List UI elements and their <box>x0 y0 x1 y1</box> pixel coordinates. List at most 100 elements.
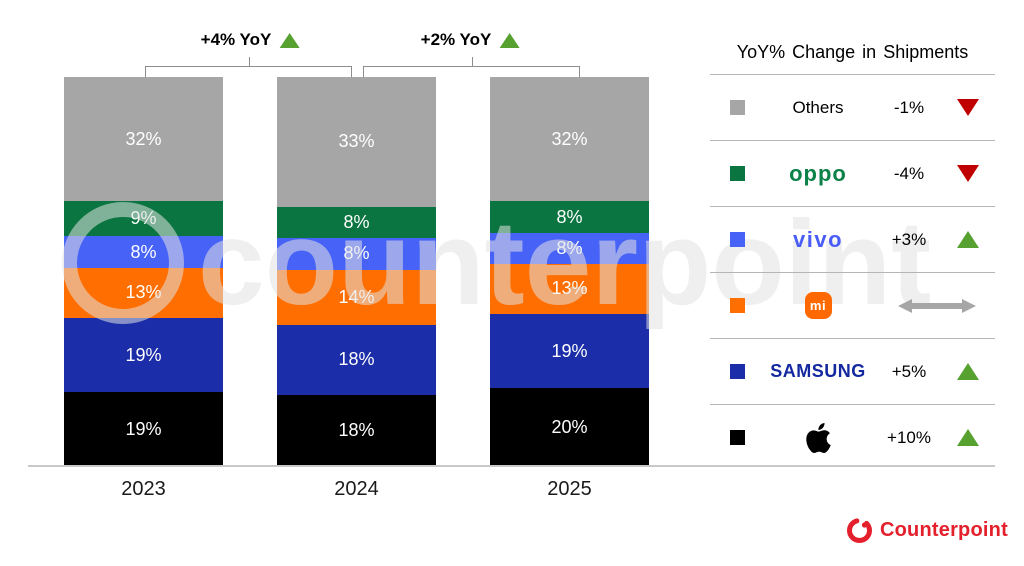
segment-value-label: 18% <box>338 349 375 370</box>
stacked-bar-2024: 33% 8% 8% 14% 18% 18% <box>277 77 436 466</box>
segment-value-label: 8% <box>130 241 157 262</box>
bar-segment-xiaomi-2023: 13% <box>64 267 223 319</box>
legend-row-vivo: vivo +3% <box>710 207 995 273</box>
segment-value-label: 8% <box>343 243 370 264</box>
up-triangle-icon <box>956 363 979 380</box>
oppo-logo: oppo <box>789 160 847 186</box>
bar-segment-samsung-2024: 18% <box>277 324 436 396</box>
legend-row-apple: +10% <box>710 405 995 470</box>
vivo-swatch <box>730 232 745 247</box>
bar-segment-others-2023: 32% <box>64 77 223 202</box>
yoy-change-value: +5% <box>891 361 927 381</box>
flat-arrow-svg <box>897 298 976 313</box>
bar-segment-vivo-2024: 8% <box>277 238 436 270</box>
yoy-bracket-2023-2024 <box>145 57 352 77</box>
bar-segment-others-2025: 32% <box>490 77 649 202</box>
segment-value-label: 20% <box>551 416 588 437</box>
vivo-logo: vivo <box>792 226 844 252</box>
legend-brand-cell: Others <box>758 98 878 118</box>
bar-segment-vivo-2023: 8% <box>64 236 223 268</box>
legend-label-others: Others <box>792 97 844 117</box>
legend-brand-cell: vivo <box>758 227 878 253</box>
segment-value-label: 13% <box>551 278 588 299</box>
yoy-annotation-2024: +4% YoY <box>201 30 300 50</box>
bar-segment-samsung-2025: 19% <box>490 314 649 389</box>
bar-segment-oppo-2024: 8% <box>277 206 436 239</box>
bar-segment-vivo-2025: 8% <box>490 232 649 264</box>
yoy-annotation-2025: +2% YoY <box>421 30 520 50</box>
bar-segment-others-2024: 33% <box>277 77 436 207</box>
legend-brand-cell: SAMSUNG <box>758 361 878 382</box>
segment-value-label: 13% <box>125 282 162 303</box>
legend-brand-cell: oppo <box>758 161 878 187</box>
bar-segment-xiaomi-2025: 13% <box>490 263 649 315</box>
bar-segment-samsung-2023: 19% <box>64 318 223 393</box>
segment-value-label: 8% <box>556 206 583 227</box>
x-tick-2024: 2024 <box>334 478 379 500</box>
x-tick-2025: 2025 <box>547 478 592 500</box>
legend-panel: YoY% Change in Shipments Others -1% oppo -4… <box>710 30 995 470</box>
segment-value-label: 9% <box>130 208 157 229</box>
segment-value-label: 19% <box>551 340 588 361</box>
counterpoint-brand-text: Counterpoint <box>880 519 1008 541</box>
apple-swatch <box>730 430 745 445</box>
stacked-bar-2023: 32% 9% 8% 13% 19% 19% <box>64 77 223 466</box>
apple-logo <box>805 422 831 453</box>
bar-segment-apple-2023: 19% <box>64 392 223 466</box>
stacked-bar-2025: 32% 8% 8% 13% 19% 20% <box>490 77 649 466</box>
segment-value-label: 14% <box>338 286 375 307</box>
plot-area: 32% 9% 8% 13% 19% 19% 33% 8% 8% 14% 18% 18% 32% 8% 8% 1… <box>0 77 660 466</box>
up-triangle-icon <box>499 32 520 48</box>
xiaomi-logo: mi <box>804 292 832 319</box>
up-triangle-icon <box>279 32 300 48</box>
legend-rows: Others -1% oppo -4% vivo +3% mi SAMSUNG +5% +10… <box>710 74 995 470</box>
yoy-change-value: +3% <box>891 229 927 249</box>
samsung-swatch <box>730 364 745 379</box>
yoy-annotation-label: +2% YoY <box>420 30 492 49</box>
down-triangle-icon <box>956 165 979 182</box>
samsung-logo: SAMSUNG <box>770 361 866 381</box>
others-swatch <box>730 100 745 115</box>
segment-value-label: 19% <box>125 418 162 439</box>
legend-row-samsung: SAMSUNG +5% <box>710 339 995 405</box>
segment-value-label: 32% <box>551 128 588 149</box>
up-triangle-icon <box>956 429 979 446</box>
yoy-annotation-label: +4% YoY <box>200 30 272 49</box>
trend-cell <box>940 429 995 446</box>
counterpoint-brand: Counterpoint <box>846 517 1008 544</box>
bar-segment-apple-2024: 18% <box>277 395 436 466</box>
legend-row-oppo: oppo -4% <box>710 141 995 207</box>
xiaomi-swatch <box>730 298 745 313</box>
yoy-bracket-2024-2025 <box>363 57 580 77</box>
flat-arrow-icon <box>878 298 995 314</box>
legend-title: YoY% Change in Shipments <box>736 41 969 62</box>
bar-segment-oppo-2023: 9% <box>64 201 223 237</box>
bar-segment-oppo-2025: 8% <box>490 201 649 233</box>
oppo-swatch <box>730 166 745 181</box>
x-tick-2023: 2023 <box>121 478 166 500</box>
down-triangle-icon <box>956 99 979 116</box>
trend-cell <box>940 363 995 380</box>
xiaomi-logo-text: mi <box>809 298 827 313</box>
x-axis-line <box>28 465 995 467</box>
trend-cell <box>940 231 995 248</box>
trend-cell <box>940 99 995 116</box>
segment-value-label: 8% <box>556 237 583 258</box>
legend-row-xiaomi: mi <box>710 273 995 339</box>
segment-value-label: 18% <box>338 420 375 441</box>
segment-value-label: 19% <box>125 344 162 365</box>
bar-segment-apple-2025: 20% <box>490 388 649 466</box>
yoy-change-value: +10% <box>887 427 931 447</box>
yoy-change-value: -1% <box>893 97 925 117</box>
bar-segment-xiaomi-2024: 14% <box>277 269 436 325</box>
yoy-change-value: -4% <box>893 163 925 183</box>
legend-brand-cell: mi <box>758 292 878 319</box>
legend-brand-cell <box>758 422 878 453</box>
legend-row-others: Others -1% <box>710 75 995 141</box>
counterpoint-logo-icon <box>847 518 872 543</box>
segment-value-label: 33% <box>338 131 375 152</box>
segment-value-label: 32% <box>125 128 162 149</box>
up-triangle-icon <box>956 231 979 248</box>
trend-cell <box>940 165 995 182</box>
